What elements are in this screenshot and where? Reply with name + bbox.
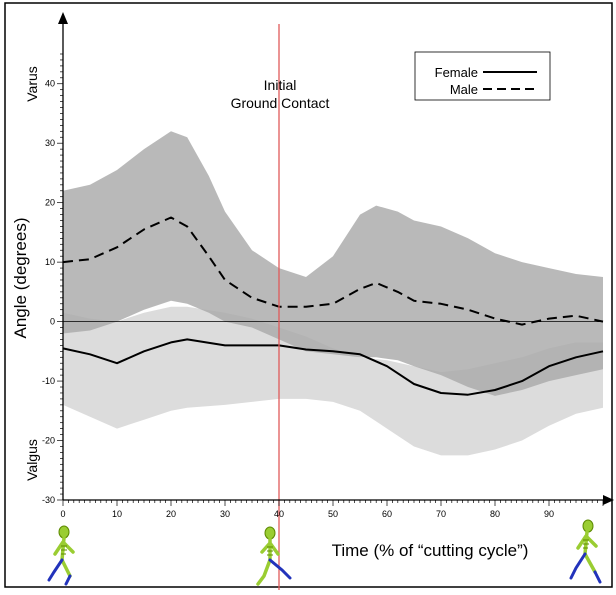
x-axis-ticks: 0 10 20 30 40 50 60 70 80 90 bbox=[60, 500, 604, 519]
y-axis-arrow-icon bbox=[58, 12, 68, 24]
initial-contact-label-line2: Ground Contact bbox=[231, 95, 330, 111]
skeleton-runner-middle-icon bbox=[256, 526, 292, 586]
initial-contact-label-line1: Initial bbox=[264, 77, 297, 93]
x-tick-label: 10 bbox=[112, 509, 122, 519]
y-tick-label: -10 bbox=[42, 376, 55, 386]
skeleton-runner-left-icon bbox=[47, 525, 75, 586]
variability-bands bbox=[63, 131, 603, 456]
y-tick-label: 30 bbox=[45, 138, 55, 148]
y-axis-label: Angle (degrees) bbox=[11, 218, 30, 339]
varus-label: Varus bbox=[24, 66, 40, 102]
y-axis-ticks: -30 -20 -10 0 10 20 30 40 bbox=[42, 53, 63, 505]
y-tick-label: 20 bbox=[45, 198, 55, 208]
series-lines bbox=[62, 216, 604, 396]
y-tick-label: 10 bbox=[45, 257, 55, 267]
x-axis-label: Time (% of “cutting cycle”) bbox=[332, 541, 529, 560]
valgus-label: Valgus bbox=[24, 439, 40, 481]
x-tick-label: 80 bbox=[490, 509, 500, 519]
x-tick-label: 50 bbox=[328, 509, 338, 519]
y-tick-label: 0 bbox=[50, 317, 55, 327]
x-tick-label: 40 bbox=[274, 509, 284, 519]
band-female bbox=[63, 306, 603, 456]
legend-male-label: Male bbox=[450, 82, 478, 97]
series-line-female bbox=[62, 338, 604, 396]
series-line-male bbox=[62, 216, 604, 326]
y-tick-label: 40 bbox=[45, 79, 55, 89]
legend-female-label: Female bbox=[435, 65, 478, 80]
x-tick-label: 0 bbox=[60, 509, 65, 519]
legend-box bbox=[414, 51, 551, 101]
y-tick-label: -30 bbox=[42, 495, 55, 505]
x-axis-arrow-icon bbox=[603, 495, 614, 505]
y-tick-label: -20 bbox=[42, 436, 55, 446]
skeleton-runner-right-icon bbox=[569, 519, 602, 584]
figure-frame bbox=[4, 2, 613, 588]
x-tick-label: 30 bbox=[220, 509, 230, 519]
band-male bbox=[63, 131, 603, 396]
x-tick-label: 20 bbox=[166, 509, 176, 519]
x-tick-label: 60 bbox=[382, 509, 392, 519]
x-tick-label: 70 bbox=[436, 509, 446, 519]
legend: Female Male bbox=[414, 51, 551, 101]
x-tick-label: 90 bbox=[544, 509, 554, 519]
